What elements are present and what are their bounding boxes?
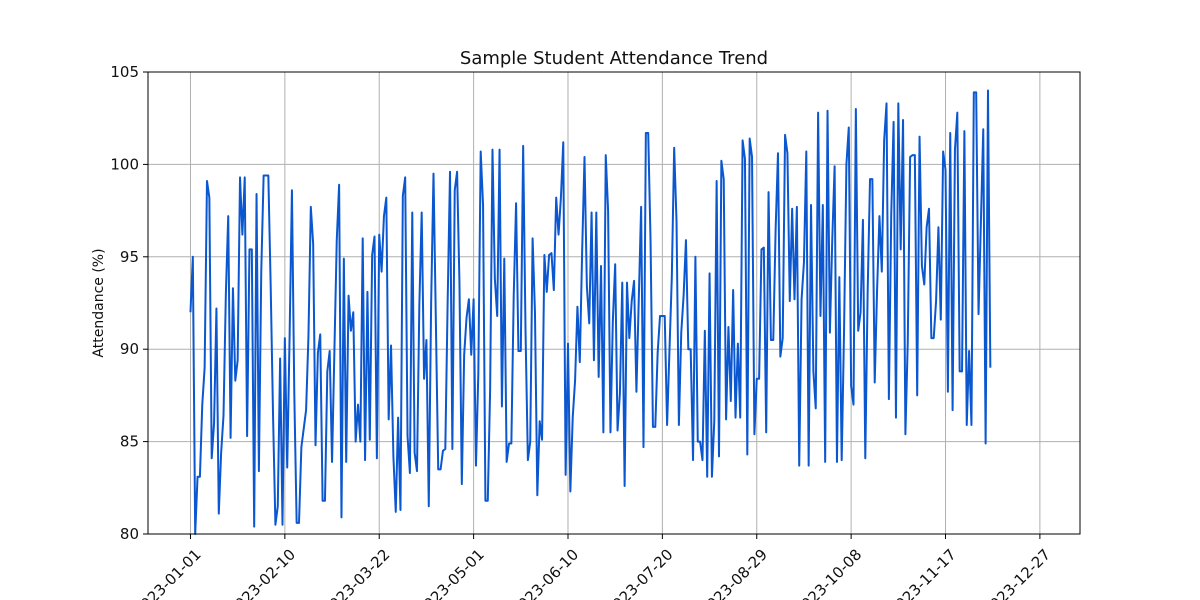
x-tick-label: 2023-02-10 bbox=[225, 546, 299, 600]
y-tick-label: 80 bbox=[120, 525, 139, 543]
y-tick-label: 95 bbox=[120, 248, 139, 266]
x-tick-label: 2023-06-10 bbox=[508, 546, 582, 600]
x-tick-label: 2023-03-22 bbox=[319, 546, 393, 600]
y-tick-label: 105 bbox=[110, 63, 139, 81]
y-tick-label: 85 bbox=[120, 433, 139, 451]
y-tick-label: 90 bbox=[120, 340, 139, 358]
attendance-series-line bbox=[189, 89, 992, 535]
x-tick-label: 2023-01-01 bbox=[130, 546, 204, 600]
plot-frame bbox=[147, 71, 1081, 535]
y-tick-label: 100 bbox=[110, 155, 139, 173]
x-tick-label: 2023-10-08 bbox=[791, 546, 865, 600]
x-tick-label: 2023-05-01 bbox=[413, 546, 487, 600]
y-axis: 80 85 90 95 100 105 bbox=[110, 63, 148, 543]
series-layer bbox=[189, 89, 992, 535]
y-axis-label: Attendance (%) bbox=[91, 248, 107, 357]
x-tick-label: 2023-07-20 bbox=[602, 546, 676, 600]
chart-title: Sample Student Attendance Trend bbox=[460, 48, 768, 69]
x-axis: 2023-01-01 2023-02-10 2023-03-22 2023-05-01… bbox=[130, 534, 1054, 600]
x-tick-label: 2023-08-29 bbox=[697, 546, 771, 600]
x-tick-label: 2023-11-17 bbox=[885, 546, 959, 600]
x-tick-label: 2023-12-27 bbox=[980, 546, 1054, 600]
